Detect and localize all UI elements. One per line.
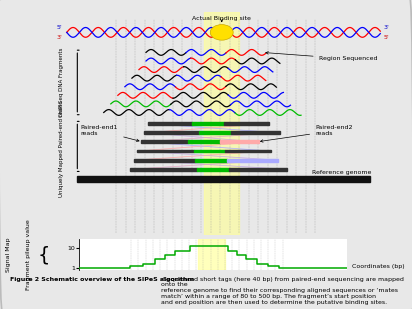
Bar bbox=[225, 150, 271, 152]
Text: 3': 3' bbox=[56, 35, 62, 40]
Ellipse shape bbox=[210, 25, 233, 40]
Bar bbox=[223, 122, 269, 125]
Text: Uniquely Mapped Paired-end reads: Uniquely Mapped Paired-end reads bbox=[59, 101, 64, 197]
Text: Signal Map: Signal Map bbox=[6, 238, 11, 272]
Text: Fragment pileup value: Fragment pileup value bbox=[26, 220, 31, 290]
Bar bbox=[204, 12, 239, 235]
Text: {: { bbox=[37, 245, 49, 265]
Bar bbox=[197, 168, 229, 171]
Bar bbox=[77, 176, 370, 182]
Bar bbox=[198, 239, 225, 270]
Text: Paired-end1
reads: Paired-end1 reads bbox=[81, 125, 139, 142]
Bar bbox=[229, 168, 287, 171]
Bar bbox=[141, 140, 188, 143]
Text: 5': 5' bbox=[384, 35, 389, 40]
Text: Region Sequenced: Region Sequenced bbox=[266, 52, 377, 61]
Text: Paired-end2
reads: Paired-end2 reads bbox=[260, 125, 353, 142]
Bar bbox=[133, 159, 195, 162]
Text: Actual Binding site: Actual Binding site bbox=[192, 16, 251, 22]
Bar bbox=[144, 131, 199, 134]
Text: 3': 3' bbox=[384, 25, 390, 30]
Bar bbox=[137, 150, 194, 152]
Text: Reference genome: Reference genome bbox=[312, 170, 372, 175]
Text: Figure 2 Schematic overview of the SIPeS algorithm: Figure 2 Schematic overview of the SIPeS… bbox=[10, 277, 194, 281]
Bar bbox=[192, 122, 223, 125]
Bar bbox=[130, 168, 197, 171]
Bar bbox=[227, 159, 278, 162]
Bar bbox=[194, 150, 225, 152]
Bar bbox=[195, 159, 227, 162]
Bar bbox=[220, 140, 259, 143]
Bar bbox=[199, 131, 231, 134]
Bar bbox=[148, 122, 192, 125]
Bar bbox=[231, 131, 280, 134]
Text: Coordinates (bp): Coordinates (bp) bbox=[352, 264, 405, 269]
Bar bbox=[188, 140, 220, 143]
Text: ChIP-Seq DNA Fragments: ChIP-Seq DNA Fragments bbox=[59, 48, 64, 117]
Text: Sequenced short tags (here 40 bp) from paired-end sequencing are mapped onto the: Sequenced short tags (here 40 bp) from p… bbox=[161, 277, 404, 305]
Text: 5': 5' bbox=[56, 25, 62, 30]
